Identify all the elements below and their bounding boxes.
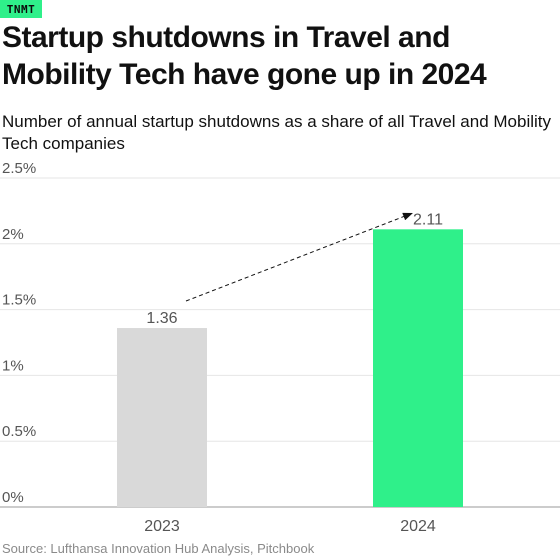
y-tick-label: 2.5% — [2, 160, 36, 177]
brand-logo-text: TNMT — [6, 2, 36, 16]
value-label-2024: 2.11 — [413, 211, 443, 228]
bar-2023 — [117, 328, 207, 507]
bar-chart: 0% 0.5% 1% 1.5% 2% 2.5% 1.36 2023 2.11 2024 — [0, 160, 560, 535]
brand-logo: TNMT — [0, 0, 42, 18]
bar-2024 — [373, 229, 463, 507]
y-tick-label: 1% — [2, 357, 24, 374]
x-tick-label-2024: 2024 — [400, 518, 436, 535]
value-label-2023: 1.36 — [146, 310, 177, 327]
y-tick-label: 1.5% — [2, 292, 36, 309]
source-note: Source: Lufthansa Innovation Hub Analysi… — [2, 541, 315, 556]
y-tick-label: 0% — [2, 489, 24, 506]
y-tick-label: 2% — [2, 226, 24, 243]
x-tick-label-2023: 2023 — [144, 518, 180, 535]
y-tick-label: 0.5% — [2, 423, 36, 440]
chart-subtitle: Number of annual startup shutdowns as a … — [2, 112, 552, 153]
chart-title: Startup shutdowns in Travel and Mobility… — [2, 21, 487, 91]
trend-arrow — [185, 212, 413, 302]
